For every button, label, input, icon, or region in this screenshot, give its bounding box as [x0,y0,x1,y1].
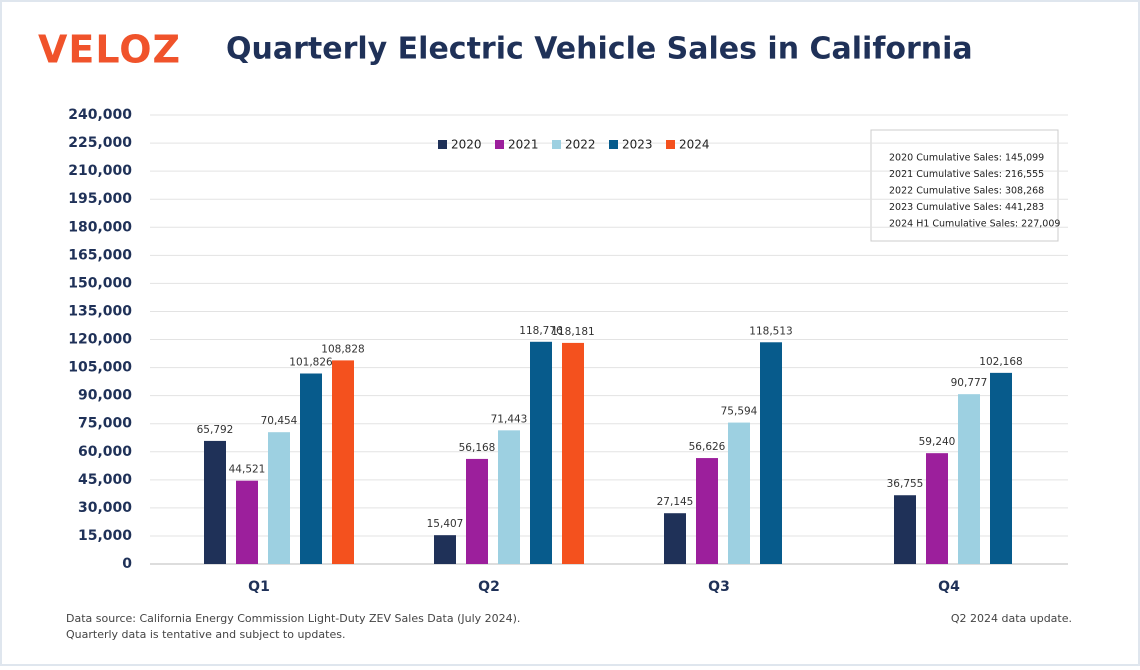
annotation: 2021 Cumulative Sales: 216,555 [889,169,1044,180]
y-tick-label: 105,000 [68,360,132,376]
value-label: 102,168 [979,356,1022,368]
bar [204,440,226,564]
x-tick-label: Q3 [708,579,730,595]
bar [498,430,520,564]
legend-label: 2024 [679,138,710,152]
legend-label: 2020 [451,138,482,152]
value-label: 101,826 [289,357,333,369]
y-tick-label: 15,000 [78,528,132,544]
legend-swatch [438,140,447,149]
y-tick-label: 30,000 [78,500,132,516]
bar [728,422,750,564]
bar [664,513,686,564]
y-tick-label: 90,000 [78,388,132,404]
value-label: 56,626 [689,441,726,453]
value-label: 108,828 [321,343,364,355]
legend-label: 2021 [508,138,539,152]
bar [332,360,354,564]
y-tick-label: 240,000 [68,107,132,123]
legend-label: 2022 [565,138,596,152]
x-tick-label: Q4 [938,579,960,595]
value-label: 65,792 [197,424,234,436]
y-tick-label: 135,000 [68,303,132,319]
x-tick-label: Q1 [248,579,270,595]
bar [696,458,718,564]
value-label: 90,777 [951,377,988,389]
value-label: 56,168 [459,442,496,454]
chart-title: Quarterly Electric Vehicle Sales in Cali… [226,32,973,67]
bar [958,394,980,564]
value-label: 118,181 [551,326,594,338]
logo: VELOZ [38,28,181,72]
y-tick-label: 165,000 [68,247,132,263]
bar [990,372,1012,564]
bar [562,342,584,564]
bar [236,480,258,564]
x-tick-label: Q2 [478,579,500,595]
value-label: 59,240 [919,436,956,448]
bar [268,432,290,564]
y-tick-label: 180,000 [68,219,132,235]
y-tick-label: 210,000 [68,163,132,179]
annotation: 2023 Cumulative Sales: 441,283 [889,202,1044,213]
annotation-box [870,129,1059,242]
value-label: 70,454 [261,415,298,427]
legend-label: 2023 [622,138,653,152]
y-tick-label: 195,000 [68,191,132,207]
y-tick-label: 150,000 [68,275,132,291]
annotation: 2024 H1 Cumulative Sales: 227,009 [889,219,1060,230]
value-label: 118,776 [519,325,563,337]
legend-swatch [666,140,675,149]
value-label: 118,513 [749,325,792,337]
y-tick-label: 225,000 [68,135,132,151]
footnote: Data source: California Energy Commissio… [66,612,520,625]
annotation: 2020 Cumulative Sales: 145,099 [889,153,1044,164]
bar [926,453,948,564]
bar [894,495,916,564]
footnote: Quarterly data is tentative and subject … [66,628,345,641]
y-tick-label: 75,000 [78,416,132,432]
y-tick-label: 60,000 [78,444,132,460]
y-tick-label: 120,000 [68,332,132,348]
legend-swatch [495,140,504,149]
value-label: 15,407 [427,518,464,530]
legend-swatch [609,140,618,149]
y-tick-label: 0 [122,556,132,572]
bar [760,342,782,564]
bar [466,458,488,564]
bar [530,341,552,564]
y-tick-label: 45,000 [78,472,132,488]
bar [434,535,456,564]
value-label: 71,443 [491,413,528,425]
value-label: 36,755 [887,478,924,490]
legend-swatch [552,140,561,149]
bar [300,373,322,564]
value-label: 75,594 [721,406,758,418]
annotation: 2022 Cumulative Sales: 308,268 [889,186,1044,197]
update-note: Q2 2024 data update. [951,612,1072,625]
value-label: 27,145 [657,496,694,508]
value-label: 44,521 [229,464,266,476]
